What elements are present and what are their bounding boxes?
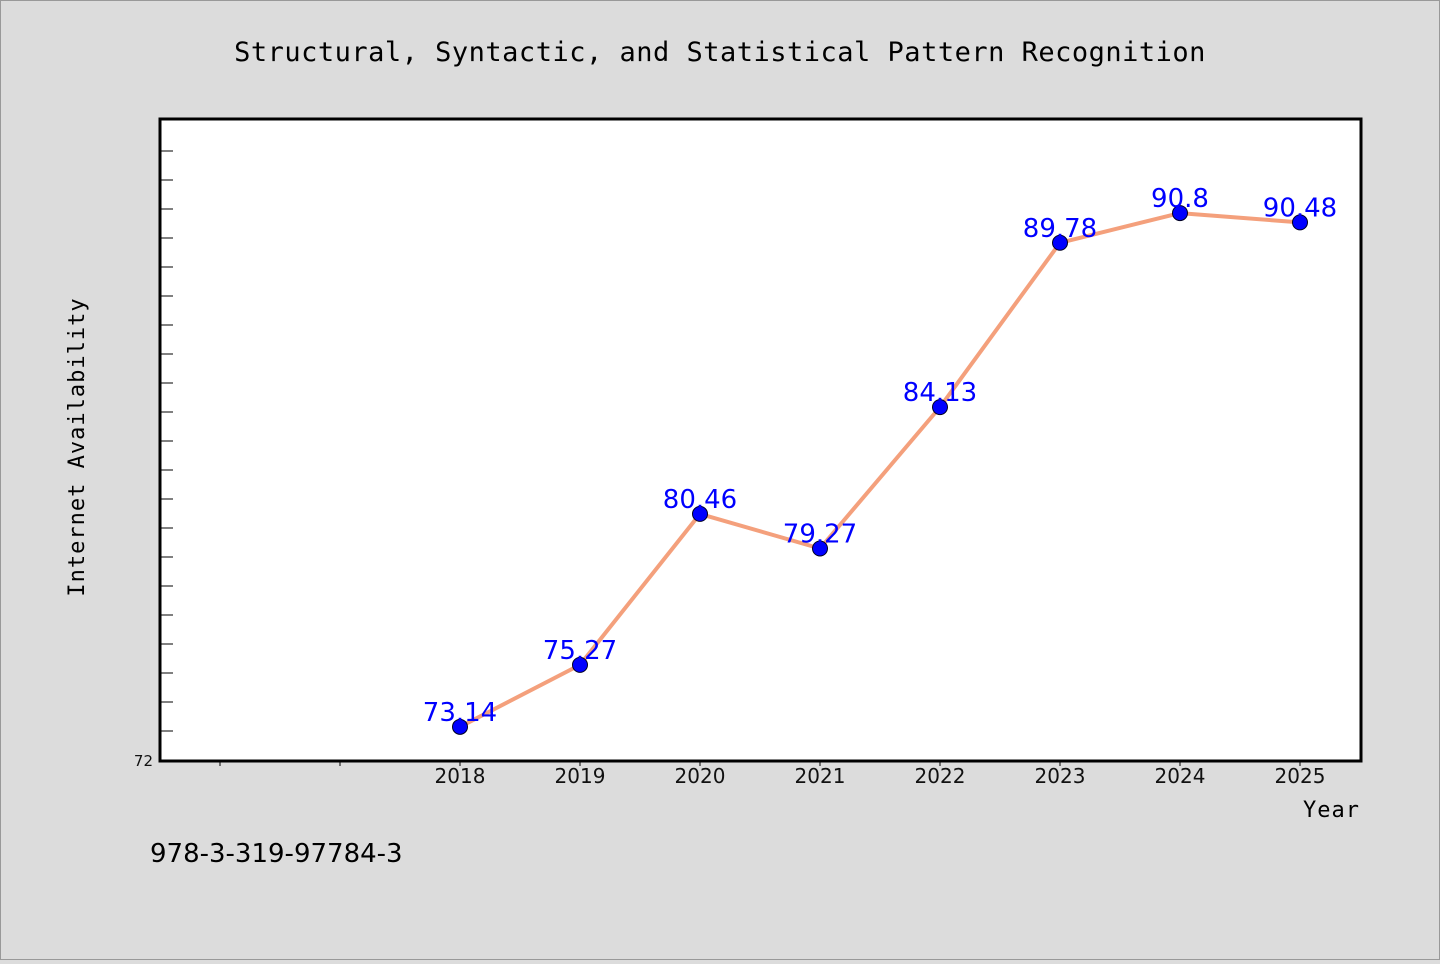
- data-point-marker: [572, 656, 588, 673]
- data-label: 80.46: [663, 485, 737, 515]
- data-point-marker: [452, 718, 468, 735]
- chart-title: Structural, Syntactic, and Statistical P…: [234, 37, 1206, 68]
- data-label: 90.48: [1263, 193, 1337, 223]
- data-point-marker: [932, 399, 948, 416]
- data-point-marker: [1052, 234, 1068, 251]
- data-label: 89.78: [1023, 214, 1097, 244]
- data-label: 90.8: [1151, 184, 1209, 214]
- x-axis-ticks: 2018 2019 2020 2021 2022 2023 2024 2025: [219, 761, 1326, 788]
- x-tick-label: 2018: [435, 764, 486, 788]
- data-label: 73.14: [423, 698, 497, 728]
- x-tick-label: 2024: [1155, 764, 1206, 788]
- data-point-marker: [1172, 205, 1188, 222]
- series-layer: 73.14 75.27 80.46 79.27 84.13 89.78 90.8 90.48: [423, 184, 1337, 735]
- x-axis-label: Year: [1303, 798, 1360, 823]
- data-label: 79.27: [783, 520, 857, 550]
- data-label: 84.13: [903, 378, 977, 408]
- plot-area: [158, 117, 1363, 763]
- data-label: 75.27: [543, 636, 617, 666]
- series-line: [458, 211, 1302, 729]
- data-point-marker: [692, 505, 708, 522]
- y-axis-ticks: [161, 150, 173, 732]
- x-tick-label: 2023: [1035, 764, 1086, 788]
- footnote: 978-3-319-97784-3: [150, 839, 403, 869]
- x-tick-label: 2020: [675, 764, 726, 788]
- x-tick-label: 2021: [795, 764, 846, 788]
- y-axis-label: Internet Availability: [65, 297, 90, 596]
- x-tick-label: 2019: [555, 764, 606, 788]
- x-tick-label: 2025: [1275, 764, 1326, 788]
- data-point-marker: [1292, 214, 1308, 231]
- y-tick-label: 72: [134, 752, 153, 770]
- x-tick-label: 2022: [915, 764, 966, 788]
- data-point-marker: [812, 540, 828, 557]
